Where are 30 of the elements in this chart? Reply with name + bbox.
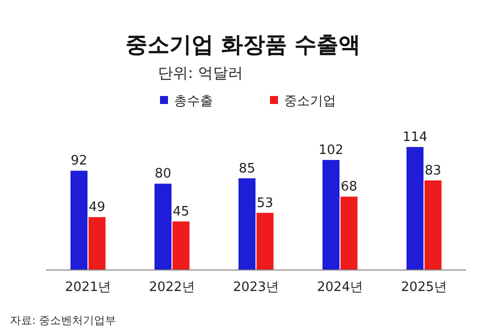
- x-tick-label: 2021년: [64, 280, 112, 295]
- data-label: 92: [70, 154, 88, 169]
- chart-title: 중소기업 화장품 수출액: [125, 33, 361, 58]
- bar: [322, 160, 340, 270]
- chart-subtitle: 단위: 억달러: [158, 64, 243, 82]
- bar: [88, 217, 106, 270]
- x-tick-label: 2024년: [316, 280, 364, 295]
- bar: [406, 147, 424, 270]
- text: 자료: 중소벤처기업부: [10, 314, 116, 327]
- x-tick-label: 2023년: [232, 280, 280, 295]
- legend-label: 중소기업: [284, 94, 336, 109]
- data-label: 80: [154, 166, 172, 182]
- bar: [154, 184, 172, 270]
- data-label: 83: [424, 163, 442, 178]
- bar: [340, 196, 358, 270]
- data-label: 49: [88, 200, 106, 216]
- data-label: 85: [238, 161, 256, 176]
- x-tick-label: 2025년: [400, 280, 448, 295]
- bar: [424, 180, 442, 270]
- bar: [238, 178, 256, 270]
- data-label: 102: [318, 142, 344, 158]
- data-label: 114: [402, 130, 428, 145]
- bar: [172, 221, 190, 270]
- data-label: 45: [172, 204, 190, 220]
- data-label: 68: [340, 180, 358, 195]
- x-tick-label: 2022년: [148, 280, 196, 295]
- bar: [256, 212, 274, 270]
- legend-label: 총수출: [174, 94, 213, 109]
- data-label: 53: [256, 196, 274, 211]
- bar: [70, 170, 88, 270]
